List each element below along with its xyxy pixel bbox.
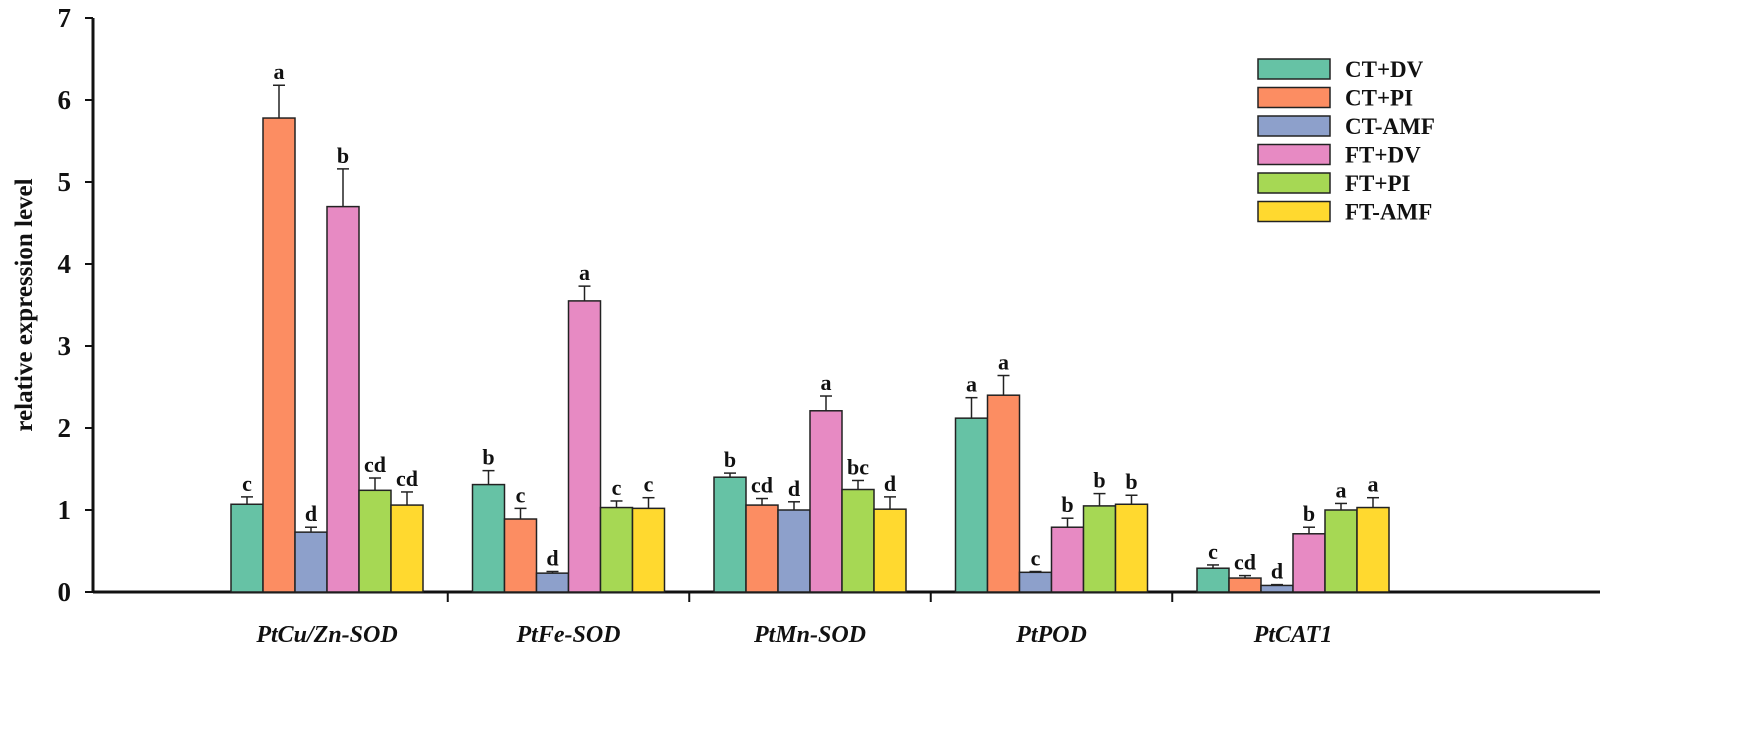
bar [1324, 509, 1358, 593]
bar [471, 483, 506, 593]
bar [1082, 505, 1117, 593]
significance-letter: b [337, 143, 349, 168]
significance-letter: c [644, 472, 654, 497]
bar [326, 205, 360, 593]
bar [841, 488, 875, 593]
x-tick-label: PtPOD [1015, 622, 1087, 648]
bar [358, 489, 392, 593]
bar [1356, 506, 1390, 593]
significance-letter: b [1093, 468, 1105, 493]
significance-letter: cd [1234, 550, 1256, 575]
y-tick-label: 0 [58, 577, 72, 607]
significance-letter: d [788, 476, 800, 501]
significance-letter: a [966, 372, 977, 397]
significance-letter: d [305, 501, 317, 526]
significance-letter: bc [847, 454, 869, 479]
y-tick-label: 7 [58, 3, 72, 33]
bar [631, 507, 666, 593]
bar [599, 506, 634, 593]
x-tick-label: PtCAT1 [1253, 622, 1333, 648]
bar [713, 476, 747, 593]
significance-letter: b [1125, 469, 1137, 494]
bar [230, 503, 264, 593]
bar [1050, 526, 1085, 593]
y-tick-label: 1 [58, 495, 72, 525]
significance-letter: c [242, 471, 252, 496]
legend-swatch [1257, 200, 1331, 223]
y-axis-label: relative expression level [11, 178, 38, 431]
bar [954, 417, 989, 593]
bar [294, 531, 328, 593]
y-tick-label: 3 [58, 331, 72, 361]
significance-letter: a [579, 260, 590, 285]
legend-label: FT-AMF [1345, 200, 1432, 225]
y-tick-label: 6 [58, 85, 72, 115]
significance-letter: cd [364, 452, 386, 477]
bar [567, 300, 602, 593]
bar [777, 509, 811, 593]
legend-swatch [1257, 86, 1331, 109]
significance-letter: b [482, 445, 494, 470]
bar [1114, 503, 1149, 593]
legend-label: FT+DV [1345, 143, 1421, 168]
significance-letter: cd [396, 466, 418, 491]
legend-label: FT+PI [1345, 171, 1411, 196]
legend-swatch [1257, 172, 1331, 194]
bar [1260, 584, 1294, 593]
x-tick-label: PtCu/Zn-SOD [255, 622, 397, 648]
significance-letter: c [612, 475, 622, 500]
significance-letter: a [274, 59, 285, 84]
significance-letter: a [1336, 477, 1347, 502]
bar [535, 572, 570, 593]
legend-label: CT+PI [1345, 86, 1413, 111]
significance-letter: d [884, 471, 896, 496]
bar [503, 518, 538, 593]
significance-letter: a [821, 370, 832, 395]
legend: CT+DV CT+PI CT-AMF FT+DV FT+PI FT-AMF [1257, 57, 1435, 225]
bar [1292, 533, 1326, 593]
legend-label: CT+DV [1345, 57, 1424, 82]
significance-letter: b [1303, 501, 1315, 526]
y-tick-label: 5 [58, 167, 72, 197]
x-tick-label: PtMn-SOD [753, 622, 866, 648]
significance-letter: c [516, 482, 526, 507]
significance-letter: b [1061, 492, 1073, 517]
bar [262, 117, 296, 593]
bar [809, 410, 843, 593]
bar [390, 504, 424, 593]
legend-swatch [1257, 58, 1331, 80]
significance-letter: c [1031, 546, 1041, 571]
significance-letter: b [724, 447, 736, 472]
bar [986, 394, 1021, 593]
bar [1228, 577, 1262, 593]
significance-letter: a [1368, 472, 1379, 497]
significance-letter: cd [751, 473, 773, 498]
legend-swatch [1257, 143, 1331, 166]
y-tick-label: 2 [58, 413, 72, 443]
significance-letter: c [1208, 539, 1218, 564]
bar [1018, 571, 1053, 593]
legend-swatch [1257, 115, 1331, 137]
x-tick-label: PtFe-SOD [516, 622, 621, 648]
legend-label: CT-AMF [1345, 114, 1435, 139]
bar [745, 504, 779, 593]
significance-letter: d [546, 546, 558, 571]
significance-letter: d [1271, 559, 1283, 584]
bar [1196, 567, 1230, 593]
y-tick-label: 4 [58, 249, 72, 279]
bar [873, 508, 907, 593]
significance-letter: a [998, 350, 1009, 375]
